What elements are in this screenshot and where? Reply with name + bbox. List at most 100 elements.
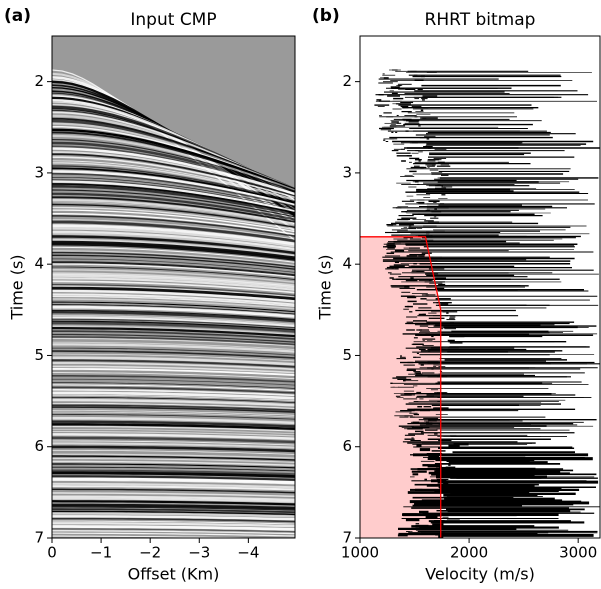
seismic-event: [52, 180, 295, 213]
seismic-event: [52, 347, 295, 356]
seismic-event: [52, 471, 295, 478]
seismic-event: [52, 196, 295, 223]
y-tick-label: 5: [342, 346, 352, 364]
seismic-event: [52, 153, 295, 198]
seismic-event: [52, 530, 295, 535]
seismic-event: [52, 436, 295, 444]
seismic-event: [52, 475, 295, 481]
seismic-event: [52, 141, 295, 194]
x-tick-label: −1: [90, 544, 112, 562]
seismic-event: [52, 201, 295, 226]
seismic-event: [52, 170, 295, 207]
seismic-event: [52, 266, 295, 281]
y-axis-label: Time (s): [316, 254, 335, 320]
seismic-event: [52, 304, 295, 315]
seismic-event: [52, 522, 295, 528]
seismic-event: [52, 269, 295, 283]
y-tick-label: 7: [34, 529, 44, 547]
seismic-event: [52, 416, 295, 425]
seismic-event: [52, 325, 295, 336]
seismic-event: [52, 510, 295, 516]
x-tick-label: −4: [237, 544, 259, 562]
seismic-event: [52, 410, 295, 416]
plot-area: [52, 36, 295, 542]
y-tick-label: 3: [342, 163, 352, 181]
seismic-event: [52, 160, 295, 200]
seismic-event: [52, 139, 295, 192]
seismic-event: [52, 528, 295, 533]
seismic-event: [52, 466, 295, 472]
seismic-event: [52, 362, 295, 371]
seismic-event: [52, 206, 295, 231]
seismic-event: [52, 525, 295, 531]
seismic-event: [52, 404, 295, 412]
seismic-event: [52, 394, 295, 401]
seismic-event: [52, 359, 295, 368]
seismic-event: [52, 426, 295, 432]
seismic-event: [52, 384, 295, 392]
y-tick-label: 5: [34, 346, 44, 364]
seismic-event: [52, 305, 295, 318]
seismic-event: [52, 457, 295, 463]
seismic-event: [52, 539, 295, 542]
seismic-event: [52, 343, 295, 353]
x-axis-label: Velocity (m/s): [425, 565, 535, 584]
seismic-event: [52, 505, 295, 511]
seismic-event: [52, 365, 295, 374]
seismic-event: [52, 492, 295, 498]
x-tick-label: −2: [139, 544, 161, 562]
seismic-event: [52, 420, 295, 428]
seismic-event: [52, 298, 295, 310]
seismic-event: [52, 263, 295, 278]
seismic-event: [52, 330, 295, 340]
seismic-event: [52, 350, 295, 359]
seismic-event: [52, 235, 295, 255]
seismic-event: [52, 261, 295, 277]
seismic-event: [52, 495, 295, 501]
y-tick-label: 6: [342, 437, 352, 455]
seismic-event: [52, 242, 295, 261]
seismic-event: [52, 284, 295, 297]
seismic-event: [52, 450, 295, 455]
y-axis-label: Time (s): [8, 254, 27, 320]
seismic-event: [52, 315, 295, 325]
seismic-event: [52, 453, 295, 459]
seismic-event: [52, 203, 295, 228]
seismic-event: [52, 488, 295, 494]
seismic-event: [52, 388, 295, 397]
seismic-event: [52, 254, 295, 270]
seismic-event: [52, 500, 295, 506]
x-tick-label: 1000: [341, 544, 379, 562]
seismic-event: [52, 391, 295, 400]
seismic-event: [52, 295, 295, 307]
seismic-event: [52, 272, 295, 287]
plot-area: [360, 69, 600, 538]
seismic-event: [52, 192, 295, 221]
seismic-event: [52, 423, 295, 430]
seismic-event: [52, 176, 295, 209]
seismic-event: [52, 512, 295, 518]
seismic-event: [52, 134, 295, 192]
seismic-event: [52, 517, 295, 523]
seismic-event: [52, 277, 295, 291]
y-tick-label: 2: [342, 72, 352, 90]
seismic-event: [52, 482, 295, 489]
seismic-event: [52, 386, 295, 394]
seismic-event: [52, 520, 295, 525]
seismic-event: [52, 220, 295, 243]
seismic-event: [52, 480, 295, 485]
region-outline: [360, 236, 442, 538]
seismic-event: [52, 280, 295, 294]
x-tick-label: 3000: [559, 544, 597, 562]
seismic-event: [52, 440, 295, 446]
seismic-event: [52, 309, 295, 321]
seismic-event: [52, 162, 295, 202]
seismic-event: [52, 397, 295, 403]
seismic-event: [52, 356, 295, 366]
seismic-event: [52, 515, 295, 521]
seismic-event: [52, 147, 295, 196]
panel-label: (b): [312, 6, 340, 26]
seismic-event: [52, 131, 295, 191]
chart-title: Input CMP: [130, 10, 216, 30]
seismic-event: [52, 167, 295, 205]
